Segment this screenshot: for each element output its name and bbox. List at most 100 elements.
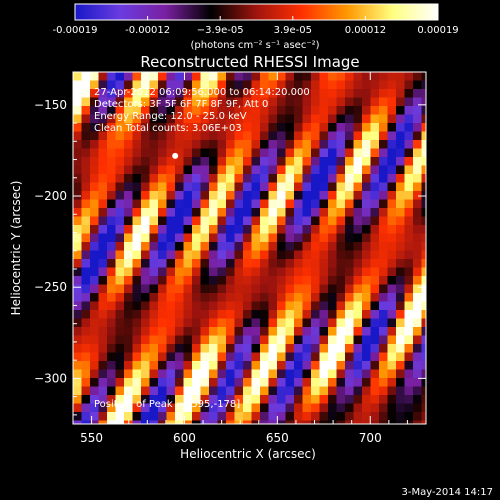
heatmap-pixel	[319, 106, 329, 116]
heatmap-pixel	[132, 327, 142, 337]
heatmap-pixel	[234, 174, 244, 184]
heatmap-pixel	[379, 114, 389, 124]
heatmap-pixel	[200, 386, 210, 396]
heatmap-pixel	[226, 199, 236, 209]
heatmap-pixel	[149, 361, 159, 371]
heatmap-pixel	[107, 242, 117, 252]
heatmap-pixel	[285, 412, 295, 422]
heatmap-pixel	[149, 412, 159, 422]
heatmap-pixel	[353, 242, 363, 252]
heatmap-pixel	[209, 250, 219, 260]
heatmap-pixel	[107, 386, 117, 396]
heatmap-pixel	[217, 378, 227, 388]
heatmap-pixel	[353, 97, 363, 107]
heatmap-pixel	[404, 131, 414, 141]
heatmap-pixel	[226, 327, 236, 337]
heatmap-pixel	[387, 420, 397, 424]
heatmap-pixel	[345, 106, 355, 116]
heatmap-pixel	[396, 310, 406, 320]
heatmap-pixel	[362, 72, 372, 82]
heatmap-pixel	[217, 140, 227, 150]
heatmap-pixel	[311, 318, 321, 328]
heatmap-pixel	[90, 318, 100, 328]
heatmap-pixel	[209, 72, 219, 82]
heatmap-pixel	[387, 216, 397, 226]
heatmap-pixel	[353, 267, 363, 277]
heatmap-pixel	[217, 344, 227, 354]
heatmap-pixel	[396, 97, 406, 107]
heatmap-pixel	[132, 403, 142, 413]
heatmap-pixel	[268, 403, 278, 413]
heatmap-pixel	[226, 301, 236, 311]
heatmap-pixel	[336, 293, 346, 303]
heatmap-pixel	[328, 310, 338, 320]
heatmap-pixel	[226, 131, 236, 141]
heatmap-pixel	[183, 369, 193, 379]
heatmap-pixel	[132, 276, 142, 286]
heatmap-pixel	[370, 369, 380, 379]
heatmap-pixel	[404, 242, 414, 252]
heatmap-pixel	[345, 97, 355, 107]
heatmap-pixel	[81, 259, 91, 269]
heatmap-pixel	[345, 259, 355, 269]
heatmap-pixel	[260, 89, 270, 99]
heatmap-pixel	[124, 369, 134, 379]
heatmap-pixel	[149, 140, 159, 150]
heatmap-pixel	[107, 378, 117, 388]
heatmap-pixel	[285, 284, 295, 294]
heatmap-pixel	[328, 276, 338, 286]
heatmap-pixel	[98, 148, 108, 158]
heatmap-pixel	[175, 276, 185, 286]
heatmap-pixel	[379, 242, 389, 252]
heatmap-pixel	[166, 140, 176, 150]
heatmap-pixel	[319, 148, 329, 158]
heatmap-pixel	[268, 89, 278, 99]
heatmap-pixel	[285, 335, 295, 345]
heatmap-pixel	[379, 395, 389, 405]
heatmap-pixel	[285, 165, 295, 175]
heatmap-pixel	[175, 182, 185, 192]
heatmap-pixel	[421, 208, 426, 218]
heatmap-pixel	[124, 310, 134, 320]
heatmap-pixel	[209, 403, 219, 413]
heatmap-pixel	[362, 89, 372, 99]
heatmap-pixel	[158, 242, 168, 252]
heatmap-pixel	[302, 233, 312, 243]
heatmap-pixel	[192, 208, 202, 218]
heatmap-pixel	[158, 106, 168, 116]
heatmap-pixel	[277, 106, 287, 116]
heatmap-pixel	[413, 199, 423, 209]
heatmap-pixel	[302, 225, 312, 235]
heatmap-pixel	[124, 378, 134, 388]
heatmap-pixel	[362, 276, 372, 286]
heatmap-pixel	[132, 250, 142, 260]
heatmap-pixel	[166, 403, 176, 413]
heatmap-pixel	[73, 242, 83, 252]
heatmap-pixel	[353, 284, 363, 294]
heatmap-pixel	[311, 412, 321, 422]
heatmap-pixel	[260, 80, 270, 90]
heatmap-pixel	[421, 106, 426, 116]
heatmap-pixel	[234, 310, 244, 320]
heatmap-pixel	[379, 403, 389, 413]
heatmap-pixel	[158, 378, 168, 388]
heatmap-pixel	[285, 403, 295, 413]
heatmap-pixel	[73, 420, 83, 424]
heatmap-pixel	[268, 378, 278, 388]
heatmap-pixel	[73, 301, 83, 311]
heatmap-pixel	[268, 361, 278, 371]
heatmap-pixel	[285, 208, 295, 218]
heatmap-pixel	[107, 293, 117, 303]
heatmap-pixel	[311, 386, 321, 396]
heatmap-pixel	[166, 157, 176, 167]
heatmap-pixel	[336, 420, 346, 424]
heatmap-pixel	[149, 80, 159, 90]
heatmap-pixel	[328, 131, 338, 141]
heatmap-pixel	[98, 233, 108, 243]
heatmap-pixel	[268, 233, 278, 243]
heatmap-pixel	[404, 386, 414, 396]
heatmap-pixel	[268, 250, 278, 260]
heatmap-pixel	[379, 301, 389, 311]
heatmap-pixel	[115, 293, 125, 303]
heatmap-pixel	[73, 386, 83, 396]
